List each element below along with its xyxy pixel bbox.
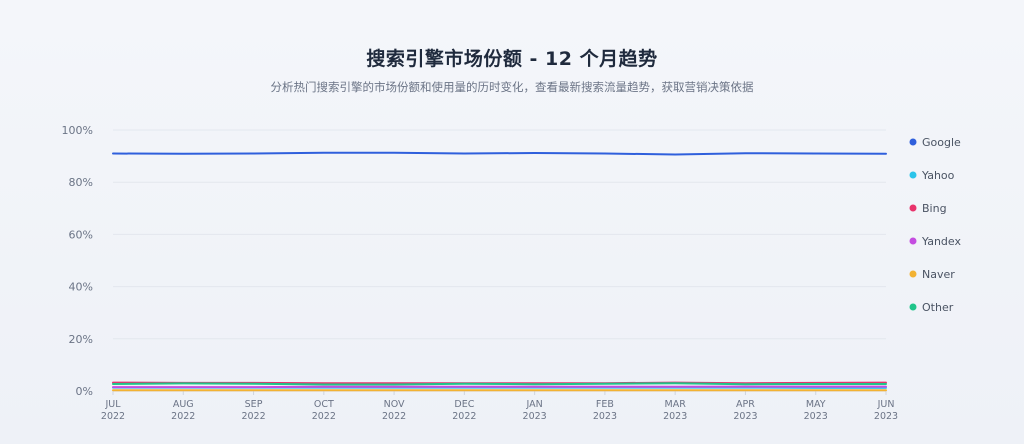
legend-marker-naver	[909, 270, 917, 278]
legend-marker-yandex	[909, 237, 917, 245]
x-tick-month: OCT	[314, 399, 334, 410]
x-tick-month: NOV	[384, 399, 405, 410]
y-tick-label: 60%	[69, 228, 93, 241]
y-axis-ticks: 0% 20% 40% 60% 80% 100%	[62, 124, 93, 398]
x-tick-year: 2023	[733, 411, 757, 422]
legend-marker-yahoo	[909, 171, 917, 179]
x-tick-month: JUN	[877, 399, 895, 410]
x-tick-year: 2023	[593, 411, 617, 422]
series-line-other	[112, 382, 887, 386]
x-axis-ticks: JUL2022AUG2022SEP2022OCT2022NOV2022DEC20…	[101, 391, 898, 422]
x-tick-year: 2023	[523, 411, 547, 422]
x-tick-month: JUL	[104, 399, 121, 410]
x-tick-year: 2022	[101, 411, 125, 422]
x-tick-year: 2022	[241, 411, 265, 422]
y-tick-label: 20%	[69, 333, 93, 346]
x-tick-month: DEC	[454, 399, 474, 410]
chart-subtitle: 分析热门搜索引擎的市场份额和使用量的历时变化，查看最新搜索流量趋势，获取营销决策…	[270, 80, 754, 94]
legend-label-bing[interactable]: Bing	[922, 202, 947, 215]
y-tick-label: 80%	[69, 176, 93, 189]
x-tick-month: APR	[736, 399, 755, 410]
x-tick-year: 2023	[804, 411, 828, 422]
series-line-google	[112, 151, 887, 156]
grid-lines	[113, 129, 886, 392]
chart-title: 搜索引擎市场份额 - 12 个月趋势	[366, 48, 658, 70]
x-tick-year: 2023	[663, 411, 687, 422]
x-tick-year: 2022	[171, 411, 195, 422]
y-tick-label: 0%	[76, 385, 93, 398]
y-tick-label: 40%	[69, 281, 93, 294]
x-tick-year: 2023	[874, 411, 898, 422]
legend-label-other[interactable]: Other	[922, 301, 954, 314]
legend-marker-google	[909, 138, 917, 146]
x-tick-month: AUG	[173, 399, 194, 410]
x-tick-month: MAR	[665, 399, 687, 410]
x-tick-month: SEP	[245, 399, 263, 410]
legend-label-yandex[interactable]: Yandex	[921, 235, 961, 248]
legend-label-yahoo[interactable]: Yahoo	[921, 169, 955, 182]
x-tick-month: JAN	[526, 399, 543, 410]
legend-label-google[interactable]: Google	[922, 136, 961, 149]
x-tick-year: 2022	[382, 411, 406, 422]
x-tick-year: 2022	[452, 411, 476, 422]
series-lines	[112, 151, 887, 392]
legend-marker-other	[909, 303, 917, 311]
series-line-yandex	[112, 385, 887, 389]
x-tick-year: 2022	[312, 411, 336, 422]
legend-label-naver[interactable]: Naver	[922, 268, 955, 281]
y-tick-label: 100%	[62, 124, 93, 137]
x-tick-month: MAY	[806, 399, 826, 410]
x-tick-month: FEB	[596, 399, 614, 410]
legend: Google Yahoo Bing Yandex Naver Other	[909, 136, 961, 314]
legend-marker-bing	[909, 204, 917, 212]
